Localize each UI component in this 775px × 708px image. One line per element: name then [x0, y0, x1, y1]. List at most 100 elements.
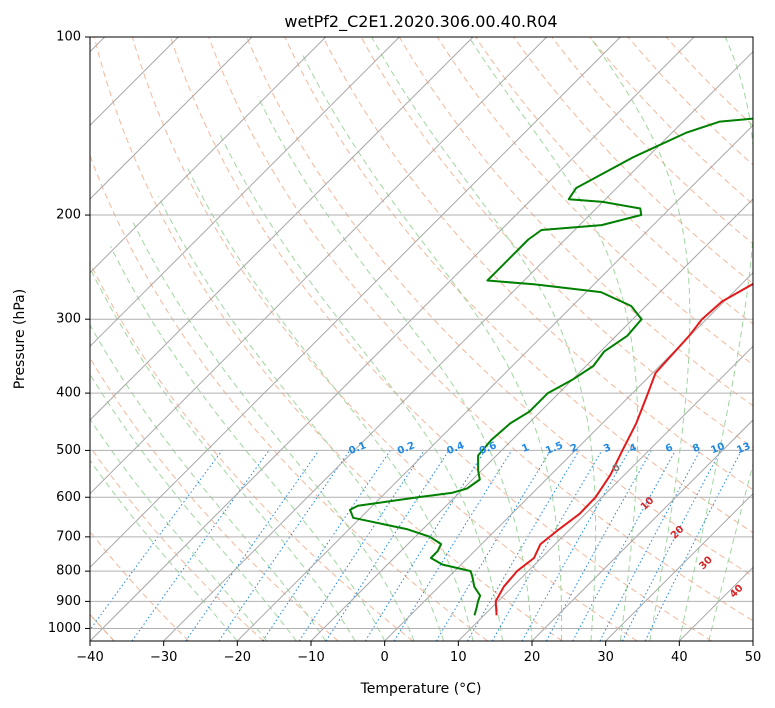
moist-adiabat-line: [132, 222, 415, 641]
moist-adiabat-line: [90, 373, 297, 641]
moist-adiabat-line: [589, 37, 691, 641]
moist-adiabat-line: [90, 323, 327, 641]
moist-adiabat-line: [90, 267, 356, 641]
y-tick-label: 500: [56, 443, 81, 458]
isotherm-line: [90, 37, 695, 641]
dewpoint-line: [349, 117, 753, 616]
dry-adiabat-line: [665, 37, 753, 127]
dry-adiabat-line: [90, 261, 414, 641]
mixing-ratio-label: 13: [735, 441, 752, 456]
dry-adiabat-line: [93, 37, 563, 641]
x-tick-label: 50: [745, 650, 762, 665]
y-tick-label: 600: [56, 490, 81, 505]
dry-adiabat-line: [513, 37, 753, 285]
mixing-ratio-label: 0.2: [396, 440, 417, 457]
mixing-ratio-line: [599, 450, 701, 641]
mixing-ratio-line: [218, 450, 351, 641]
x-axis-label: Temperature (°C): [360, 681, 482, 697]
dry-adiabat-line: [322, 37, 753, 491]
x-axis: −40 −30 −20 −10 0 10 20 30 40 50: [76, 641, 761, 665]
x-tick-label: 30: [597, 650, 614, 665]
moist-adiabat-line: [90, 418, 268, 641]
y-axis-label: Pressure (hPa): [12, 289, 28, 389]
isotherm-line: [752, 640, 753, 641]
y-tick-label: 1000: [48, 621, 81, 636]
isotherm-line: [310, 198, 753, 641]
mixing-ratio-line: [521, 450, 630, 641]
x-tick-label: −40: [76, 650, 103, 665]
y-tick-label: 200: [56, 208, 81, 223]
x-tick-label: 20: [524, 650, 541, 665]
mixing-ratio-label: 0.1: [347, 440, 368, 457]
isotherm-line: [90, 37, 327, 274]
mixing-ratio-line: [572, 450, 676, 641]
isotherm-line: [90, 37, 400, 348]
moist-adiabat-line: [257, 96, 533, 641]
y-tick-label: 300: [56, 312, 81, 327]
dry-adiabat-line: [398, 37, 753, 407]
y-tick-label: 100: [56, 30, 81, 45]
dry-adiabat-line: [90, 154, 488, 641]
isotherm-line: [236, 124, 753, 641]
chart-title: wetPf2_C2E1.2020.306.00.40.R04: [284, 12, 557, 32]
moist-adiabat-line: [371, 37, 597, 641]
moist-adiabat-line: [186, 166, 474, 641]
dry-adiabat-line: [436, 37, 753, 366]
dry-adiabat-line: [90, 445, 264, 641]
mixing-ratio-label: 8: [691, 442, 702, 455]
temperature-line: [494, 282, 753, 616]
mixing-ratio-label: 16: [757, 441, 774, 456]
isotherm-line: [163, 50, 753, 641]
moist-adiabat-line: [468, 37, 639, 641]
moist-adiabat-line: [708, 462, 753, 641]
isotherm-line: [605, 492, 753, 641]
moist-adiabat-line: [158, 196, 445, 641]
dry-adiabat-line: [475, 37, 753, 325]
isotherm-line: [90, 37, 621, 569]
mixing-ratio-line: [298, 450, 425, 641]
isotherm-line: [678, 566, 753, 641]
dry-adiabat-line: [90, 357, 339, 641]
x-tick-label: 0: [381, 650, 389, 665]
moist-adiabat-line: [90, 459, 238, 641]
isotherm-line: [457, 345, 753, 641]
dry-adiabat-line: [131, 37, 638, 641]
moist-adiabat-line: [678, 37, 753, 641]
x-tick-label: −20: [224, 650, 251, 665]
dry-adiabat-line: [589, 37, 753, 205]
mixing-ratio-label: 2: [569, 442, 580, 455]
mixing-ratio-label: 6: [664, 442, 675, 455]
dry-adiabat-line: [627, 37, 753, 166]
pressure-grid: [90, 37, 753, 629]
sounding-curves: [349, 117, 753, 616]
moist-adiabat-line: [110, 246, 386, 641]
moist-adiabat-line: [300, 51, 563, 641]
mixing-ratio-label: 3: [602, 442, 613, 455]
mixing-ratio-label: 10: [709, 441, 726, 456]
mixing-ratio-line: [491, 450, 603, 641]
mixing-ratio-label: 1.5: [544, 440, 565, 457]
y-tick-label: 900: [56, 594, 81, 609]
mixing-ratio-line: [262, 450, 391, 641]
x-tick-label: 40: [671, 650, 688, 665]
y-axis: 100 200 300 400 500 600 700 800 900 1000: [48, 30, 90, 636]
mixing-ratio-line: [131, 450, 270, 641]
background-lines: [90, 37, 753, 641]
mixing-ratio-line: [393, 450, 513, 641]
moist-adiabat-label: 40: [728, 583, 746, 601]
mixing-ratio-line: [325, 450, 450, 641]
y-tick-label: 400: [56, 386, 81, 401]
plot-frame: [89, 36, 754, 642]
y-tick-label: 700: [56, 529, 81, 544]
x-tick-label: −10: [297, 650, 324, 665]
mixing-ratio-label: 1: [520, 442, 531, 455]
mixing-ratio-label: 0.6: [478, 440, 499, 457]
isotherm-line: [531, 419, 753, 641]
dry-adiabat-line: [551, 37, 753, 245]
isotherm-line: [90, 37, 474, 421]
mixing-ratio-line: [364, 450, 486, 641]
dry-adiabat-line: [208, 37, 753, 622]
mixing-ratio-line: [545, 450, 652, 641]
isotherm-line: [90, 37, 548, 495]
